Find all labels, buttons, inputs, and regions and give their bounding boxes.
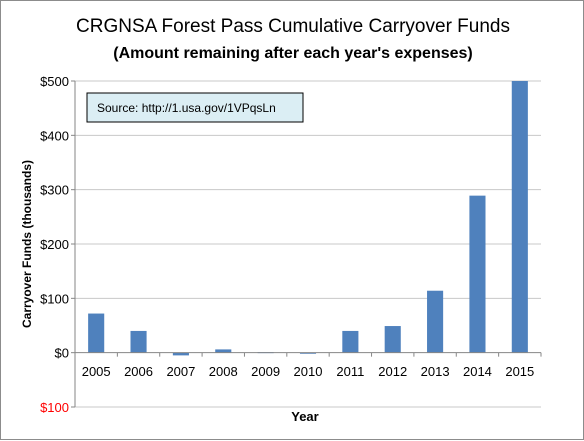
x-tick-label: 2013 <box>421 364 450 379</box>
bar <box>511 81 528 353</box>
bar <box>427 290 444 353</box>
chart-title: CRGNSA Forest Pass Cumulative Carryover … <box>76 16 510 37</box>
x-axis-label: Year <box>291 409 318 424</box>
source-note: Source: http://1.usa.gov/1VPqsLn <box>86 92 304 123</box>
bar <box>172 352 189 356</box>
bar <box>130 330 147 353</box>
y-tick-label: $200 <box>40 237 69 252</box>
x-tick-label: 2014 <box>463 364 492 379</box>
x-tick-label: 2006 <box>124 364 153 379</box>
x-tick-label: 2011 <box>336 364 364 379</box>
axes <box>71 80 542 408</box>
x-tick-label: 2008 <box>209 364 238 379</box>
y-tick-label: $0 <box>55 346 69 361</box>
y-axis-label: Carryover Funds (thousands) <box>20 160 34 328</box>
y-tick-label: $400 <box>40 128 69 143</box>
chart-subtitle: (Amount remaining after each year's expe… <box>113 45 472 62</box>
x-tick-label: 2007 <box>166 364 195 379</box>
bar <box>88 313 105 353</box>
y-tick-label: $300 <box>40 183 69 198</box>
bar <box>469 195 486 353</box>
x-tick-label: 2005 <box>82 364 111 379</box>
x-tick-labels: 2005 2006 2007 2008 2009 2010 2011 2012 2013 2014… <box>82 364 535 379</box>
source-note-box <box>86 92 304 123</box>
source-note-text: Source: http://1.usa.gov/1VPqsLn <box>97 101 276 115</box>
bars <box>88 81 528 356</box>
x-tick-label: 2015 <box>505 364 534 379</box>
gridlines <box>75 80 541 408</box>
bar <box>342 330 359 353</box>
x-tick-label: 2012 <box>378 364 407 379</box>
y-tick-labels: $100 $0 $100 $200 $300 $400 $500 <box>40 74 69 415</box>
y-tick-label: $100 <box>40 291 69 306</box>
bar <box>299 352 317 354</box>
y-tick-label: $100 <box>40 400 69 415</box>
bar <box>384 326 401 353</box>
y-tick-label: $500 <box>40 74 69 89</box>
bar <box>215 349 232 353</box>
x-tick-label: 2010 <box>294 364 323 379</box>
x-tick-label: 2009 <box>251 364 280 379</box>
